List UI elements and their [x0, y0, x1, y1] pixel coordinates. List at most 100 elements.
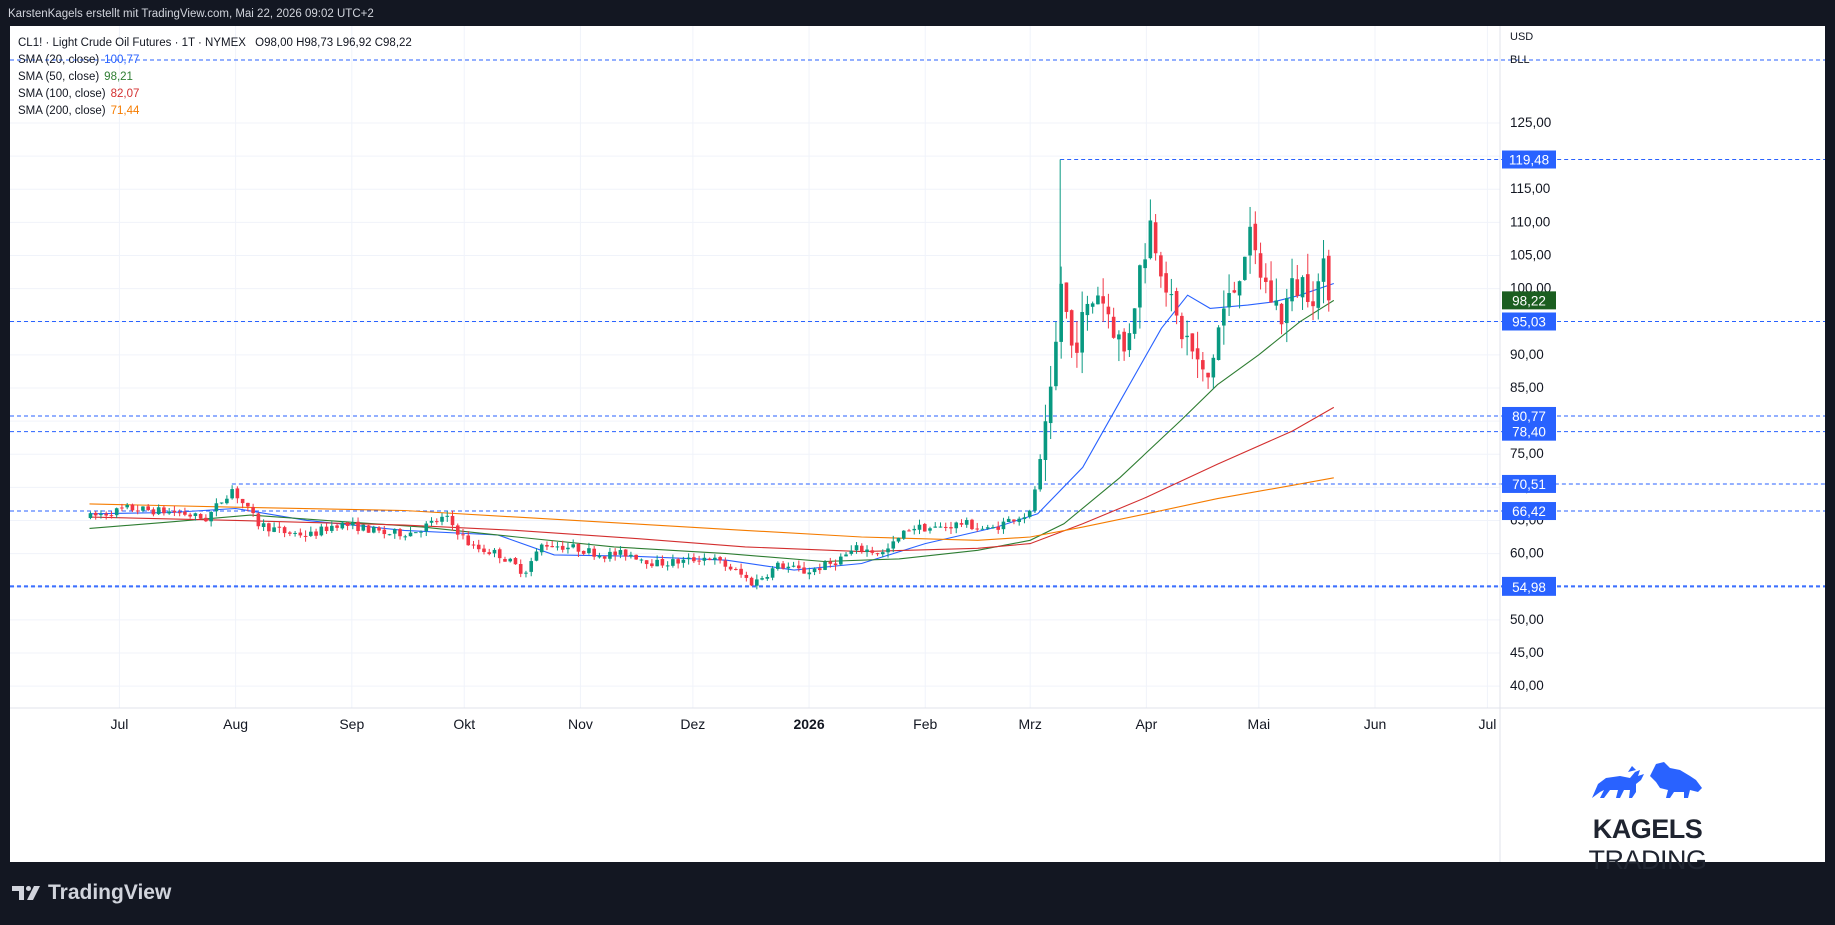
candle-body[interactable]	[277, 526, 282, 528]
candle-body[interactable]	[261, 523, 266, 527]
candle-body[interactable]	[508, 558, 513, 562]
candle-body[interactable]	[513, 558, 518, 565]
candle-body[interactable]	[1080, 312, 1084, 353]
candle-body[interactable]	[293, 532, 297, 534]
candle-body[interactable]	[156, 507, 161, 515]
candle-body[interactable]	[859, 545, 864, 552]
candle-body[interactable]	[634, 554, 638, 560]
candle-body[interactable]	[1300, 277, 1305, 298]
candle-body[interactable]	[660, 559, 665, 566]
candle-body[interactable]	[639, 559, 644, 561]
candle-body[interactable]	[608, 551, 612, 559]
candle-body[interactable]	[739, 568, 743, 575]
candle-body[interactable]	[1017, 518, 1021, 522]
sma-row[interactable]: SMA (200, close) 71,44	[18, 103, 412, 120]
candle-body[interactable]	[529, 561, 534, 572]
candle-body[interactable]	[1227, 293, 1231, 308]
candle-body[interactable]	[450, 515, 455, 526]
candle-body[interactable]	[807, 572, 812, 575]
candle-body[interactable]	[1211, 357, 1216, 378]
candle-body[interactable]	[566, 547, 570, 550]
candle-body[interactable]	[114, 508, 119, 516]
candle-body[interactable]	[896, 537, 901, 542]
candle-body[interactable]	[162, 507, 166, 514]
candle-body[interactable]	[576, 543, 581, 552]
candle-body[interactable]	[492, 549, 497, 554]
candle-body[interactable]	[686, 557, 691, 560]
candle-body[interactable]	[340, 522, 345, 529]
candle-body[interactable]	[1059, 283, 1063, 342]
candle-body[interactable]	[487, 552, 492, 555]
candle-body[interactable]	[361, 524, 366, 531]
candle-body[interactable]	[676, 559, 680, 564]
candle-body[interactable]	[1090, 303, 1095, 307]
candle-body[interactable]	[471, 544, 476, 546]
candle-body[interactable]	[272, 527, 276, 532]
candle-body[interactable]	[93, 512, 98, 516]
candle-body[interactable]	[1153, 222, 1158, 254]
candle-body[interactable]	[209, 511, 213, 522]
candle-body[interactable]	[613, 551, 617, 556]
candle-body[interactable]	[482, 548, 486, 553]
candle-body[interactable]	[781, 563, 785, 569]
candle-body[interactable]	[938, 526, 943, 528]
candle-body[interactable]	[723, 560, 728, 567]
candle-body[interactable]	[330, 525, 334, 531]
candle-body[interactable]	[1201, 360, 1205, 370]
candle-body[interactable]	[797, 565, 801, 569]
candle-body[interactable]	[219, 502, 224, 504]
candle-body[interactable]	[623, 549, 628, 557]
candle-body[interactable]	[707, 558, 712, 561]
sma-row[interactable]: SMA (20, close) 100,77	[18, 52, 412, 69]
candle-body[interactable]	[288, 532, 292, 534]
candle-body[interactable]	[230, 489, 234, 499]
candle-body[interactable]	[88, 513, 93, 518]
candle-body[interactable]	[109, 515, 114, 517]
candle-body[interactable]	[188, 514, 192, 517]
candle-body[interactable]	[392, 529, 397, 534]
candle-body[interactable]	[886, 548, 890, 553]
candle-body[interactable]	[172, 510, 177, 513]
candle-body[interactable]	[644, 560, 649, 565]
candle-body[interactable]	[282, 527, 287, 534]
candle-body[interactable]	[251, 506, 255, 514]
candle-body[interactable]	[1001, 521, 1006, 530]
candle-body[interactable]	[351, 522, 355, 526]
candle-body[interactable]	[812, 568, 817, 573]
candle-body[interactable]	[823, 561, 827, 570]
candle-body[interactable]	[1048, 386, 1053, 424]
candle-body[interactable]	[1096, 295, 1100, 305]
candle-body[interactable]	[1206, 372, 1210, 378]
candle-body[interactable]	[1232, 290, 1237, 293]
candle-body[interactable]	[419, 531, 423, 533]
candle-body[interactable]	[1075, 342, 1079, 353]
candle-body[interactable]	[560, 545, 565, 550]
candle-body[interactable]	[1164, 273, 1168, 293]
candle-body[interactable]	[970, 519, 974, 530]
chart-area[interactable]: USD BLL 40,0045,0050,0055,0060,0065,0070…	[10, 26, 1825, 875]
candle-body[interactable]	[655, 559, 659, 567]
candle-body[interactable]	[964, 520, 969, 525]
candle-body[interactable]	[996, 526, 1001, 530]
candle-body[interactable]	[120, 507, 124, 509]
candle-body[interactable]	[1132, 308, 1137, 334]
candle-body[interactable]	[1243, 256, 1247, 280]
candle-body[interactable]	[240, 498, 245, 504]
candle-body[interactable]	[650, 563, 654, 567]
candle-body[interactable]	[1190, 333, 1195, 352]
candle-body[interactable]	[713, 557, 717, 560]
candle-body[interactable]	[1111, 316, 1116, 338]
candle-body[interactable]	[198, 514, 203, 519]
candle-body[interactable]	[534, 551, 539, 561]
candle-body[interactable]	[681, 559, 686, 563]
candle-body[interactable]	[434, 521, 439, 523]
candle-body[interactable]	[298, 532, 303, 536]
candle-body[interactable]	[571, 544, 575, 548]
candle-body[interactable]	[1258, 253, 1263, 278]
candle-body[interactable]	[1316, 281, 1321, 308]
candle-body[interactable]	[1054, 341, 1058, 387]
candle-body[interactable]	[177, 512, 182, 514]
candle-body[interactable]	[1174, 291, 1179, 316]
candle-body[interactable]	[949, 527, 953, 529]
candle-body[interactable]	[314, 531, 318, 536]
